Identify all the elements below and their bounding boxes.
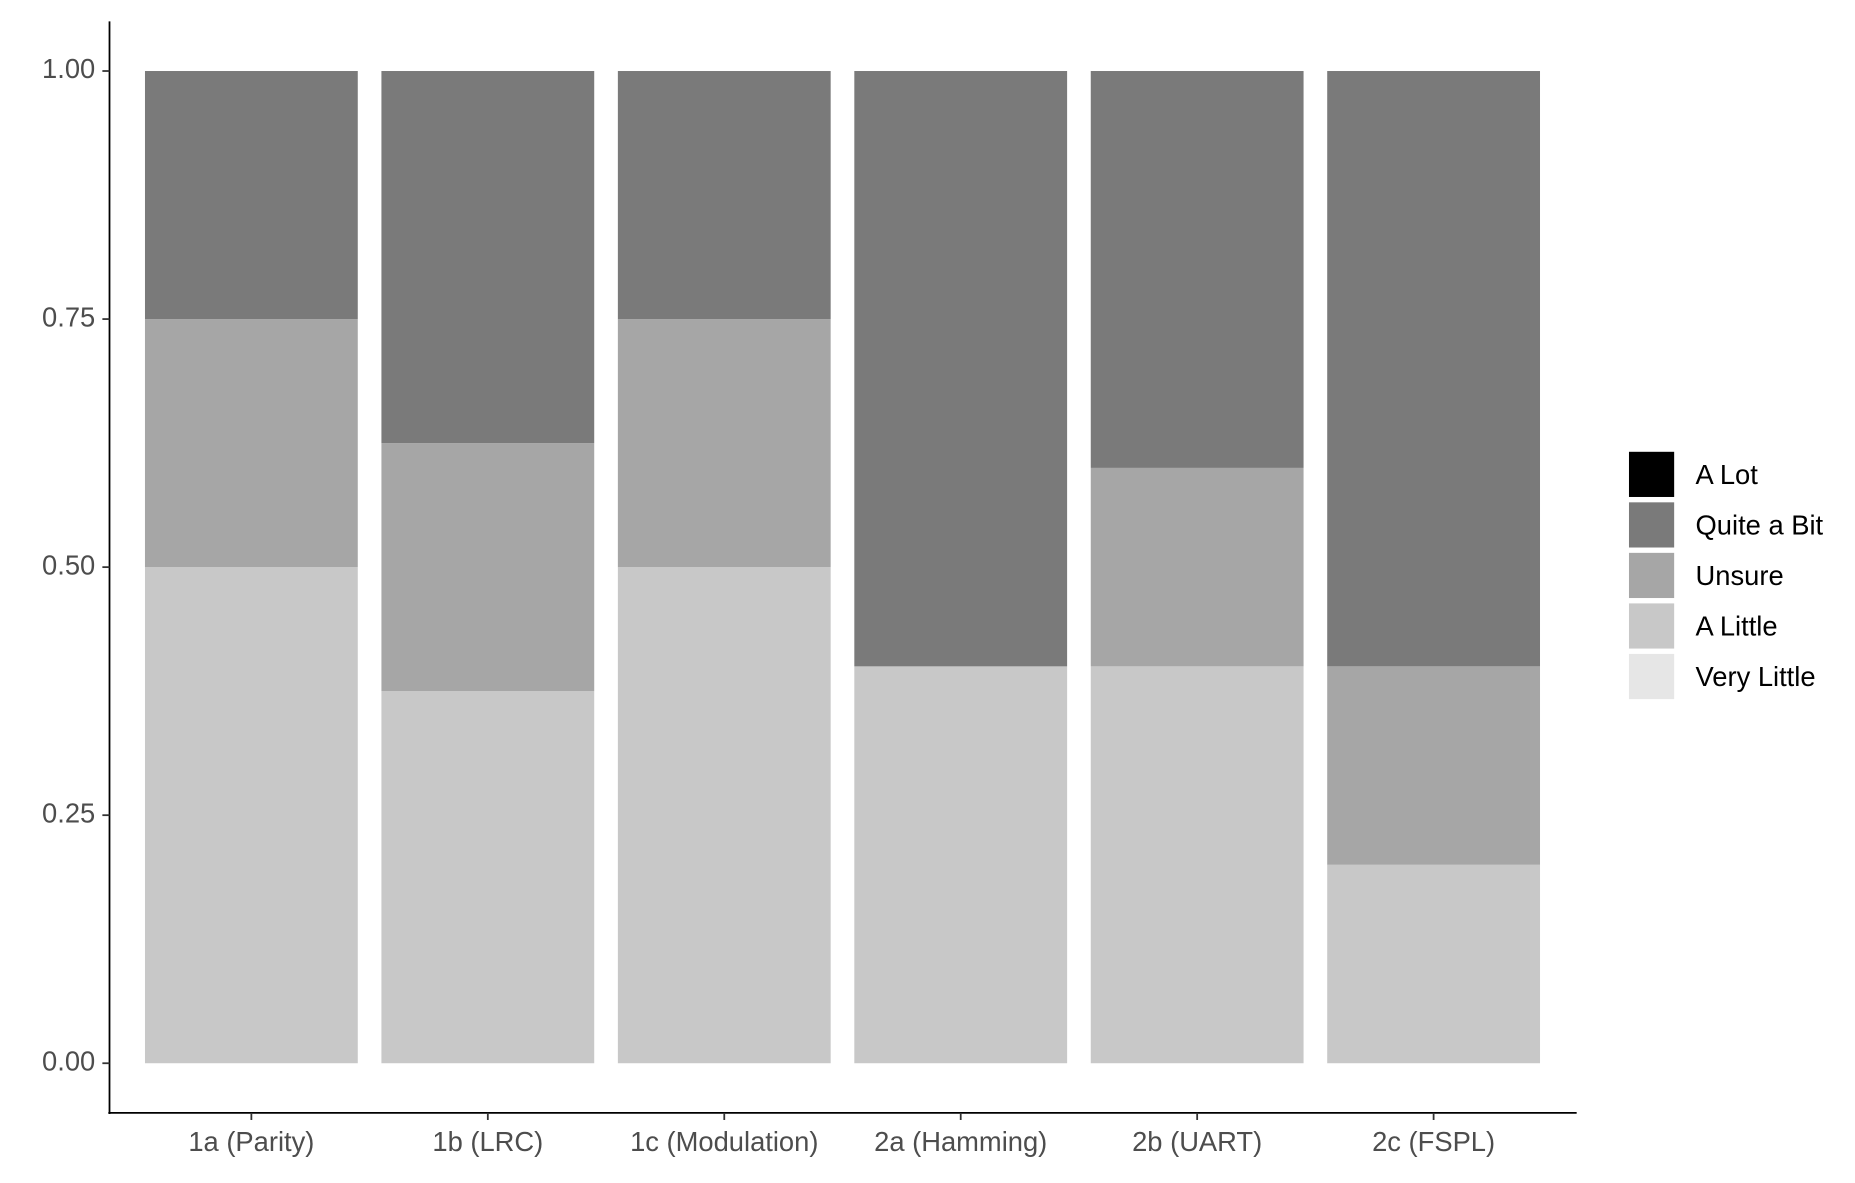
legend-label: Unsure [1696,560,1784,591]
legend-label: Quite a Bit [1696,510,1824,541]
y-tick-label: 0.50 [42,549,95,580]
bar-segment [617,567,831,1064]
legend-key [1628,451,1675,497]
y-tick-label: 0.00 [42,1045,95,1076]
bar-segment [617,71,831,320]
bar-segment [381,71,595,444]
legend: A Lot Quite a Bit Unsure A Little Very Littl… [1628,451,1824,700]
legend-key [1628,653,1675,700]
bar-segment [854,71,1068,667]
bar-segment [617,319,831,568]
bar-segment [144,567,358,1064]
bar-segment [1327,864,1541,1064]
x-tick-label: 2c (FSPL) [1372,1126,1495,1157]
x-tick-label: 2a (Hamming) [874,1126,1047,1157]
bar-segment [1090,71,1304,468]
legend-key [1628,552,1675,599]
x-tick-label: 1a (Parity) [188,1126,314,1157]
x-tick-label: 1c (Modulation) [630,1126,818,1157]
x-tick-label: 1b (LRC) [432,1126,543,1157]
x-tick-label: 2b (UART) [1132,1126,1262,1157]
legend-label: A Lot [1696,459,1759,490]
y-tick-label: 1.00 [42,53,95,84]
bar-segment [381,443,595,692]
bar-segment [1090,467,1304,667]
y-tick-label: 0.75 [42,301,95,332]
legend-key [1628,603,1675,649]
bar-segment [381,691,595,1064]
bar-segment [1090,666,1304,1064]
legend-label: Very Little [1696,661,1816,692]
y-tick-label: 0.25 [42,797,95,828]
bar-segment [1327,71,1541,667]
bar-segment [144,319,358,568]
bar-segment [1327,666,1541,865]
bar-segment [854,666,1068,1064]
legend-key [1628,502,1675,548]
bar-segment [144,71,358,320]
legend-label: A Little [1696,611,1778,642]
